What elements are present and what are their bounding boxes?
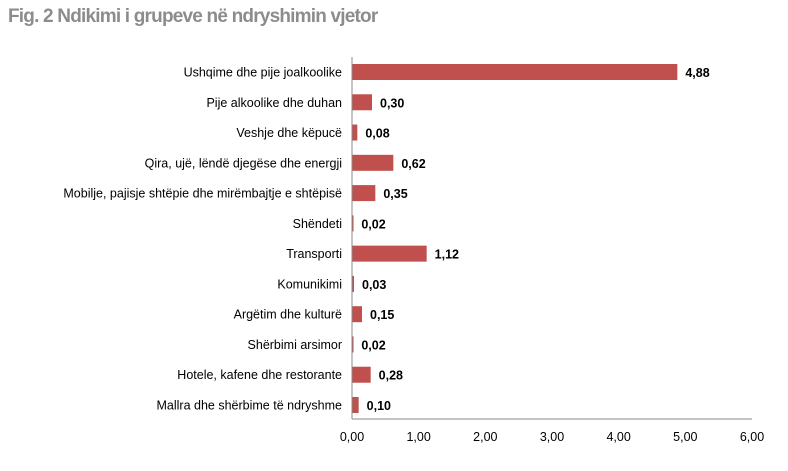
bar xyxy=(352,154,394,171)
bar xyxy=(352,336,354,353)
x-tick-label: 1,00 xyxy=(406,430,430,444)
chart-title: Fig. 2 Ndikimi i grupeve në ndryshimin v… xyxy=(8,6,378,27)
value-label: 0,28 xyxy=(379,369,403,383)
category-label: Qira, ujë, lëndë djegëse dhe energji xyxy=(145,156,342,170)
category-label: Shëndeti xyxy=(293,217,342,231)
value-label: 0,15 xyxy=(370,308,394,322)
category-label: Hotele, kafene dhe restorante xyxy=(177,368,342,382)
x-tick-label: 5,00 xyxy=(673,430,697,444)
value-label: 0,35 xyxy=(383,187,407,201)
x-tick-label: 3,00 xyxy=(540,430,564,444)
x-tick-label: 0,00 xyxy=(340,430,364,444)
category-label: Pije alkoolike dhe duhan xyxy=(206,96,342,110)
x-tick-label: 2,00 xyxy=(473,430,497,444)
category-label: Ushqime dhe pije joalkoolike xyxy=(184,66,342,80)
category-label: Argëtim dhe kulturë xyxy=(234,308,342,322)
category-label: Komunikimi xyxy=(277,277,342,291)
bar xyxy=(352,215,354,232)
bar xyxy=(352,366,371,383)
category-label: Mallra dhe shërbime të ndryshme xyxy=(157,399,343,413)
bar xyxy=(352,94,372,111)
value-label: 0,62 xyxy=(401,157,425,171)
x-tick-label: 6,00 xyxy=(740,430,764,444)
bar xyxy=(352,306,362,323)
value-label: 1,12 xyxy=(435,248,459,262)
value-label: 0,02 xyxy=(361,217,385,231)
bar xyxy=(352,245,427,262)
value-label: 0,10 xyxy=(367,399,391,413)
category-label: Mobilje, pajisje shtëpie dhe mirëmbajtje… xyxy=(63,187,342,201)
value-label: 0,02 xyxy=(361,338,385,352)
category-label: Veshje dhe këpucë xyxy=(236,126,342,140)
x-tick-label: 4,00 xyxy=(606,430,630,444)
category-label: Shërbimi arsimor xyxy=(248,338,342,352)
value-label: 0,03 xyxy=(362,278,386,292)
bar xyxy=(352,185,376,202)
bar xyxy=(352,397,359,413)
category-label: Transporti xyxy=(286,247,342,261)
bar xyxy=(352,124,358,141)
value-label: 4,88 xyxy=(685,66,709,80)
value-label: 0,30 xyxy=(380,96,404,110)
bar xyxy=(352,275,354,292)
bar xyxy=(352,64,678,80)
value-label: 0,08 xyxy=(365,127,389,141)
